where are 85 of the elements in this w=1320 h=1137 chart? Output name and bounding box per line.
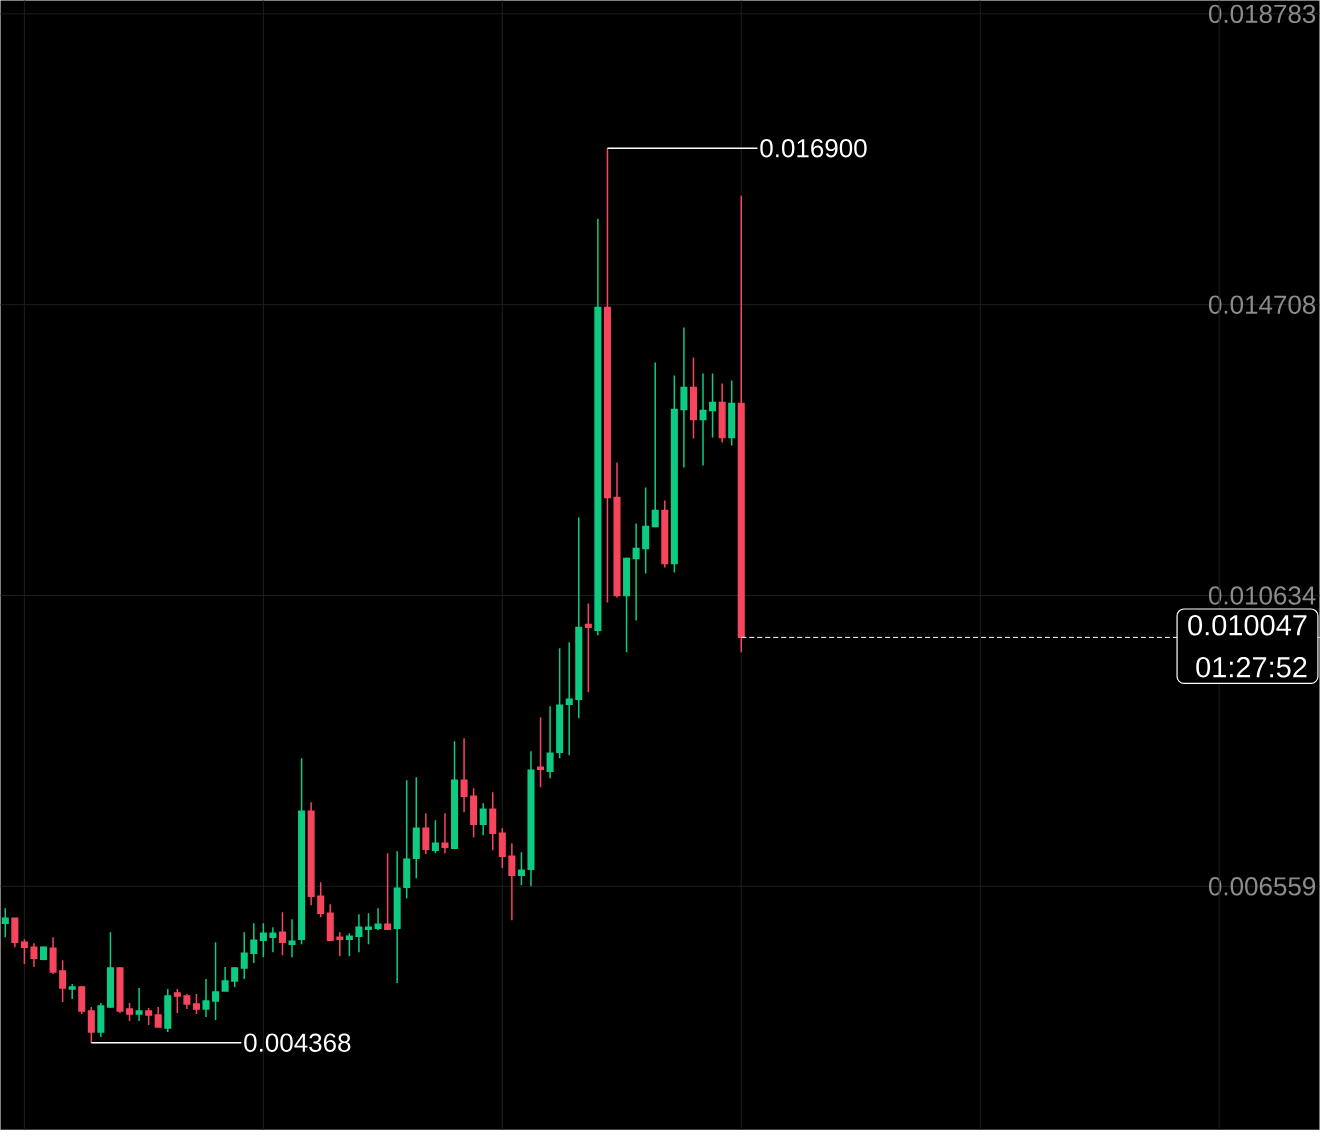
candlestick — [164, 988, 172, 1034]
candlestick — [336, 931, 344, 958]
candlestick — [489, 791, 497, 852]
candlestick — [556, 647, 564, 760]
annotation: 0.016900 — [760, 139, 867, 158]
y-tick-label: 0.018783 — [1208, 4, 1316, 24]
candlestick — [231, 966, 239, 989]
candlestick — [441, 812, 449, 855]
candlestick — [709, 373, 717, 439]
candlestick — [498, 827, 506, 870]
candlestick — [250, 922, 258, 965]
candlestick — [307, 801, 315, 907]
candlestick — [565, 641, 573, 757]
candlestick — [154, 1006, 162, 1029]
candlestick — [450, 740, 459, 851]
ref-line-label: 0.010047 — [1188, 615, 1307, 636]
candlestick — [680, 327, 688, 469]
candlestick — [422, 812, 430, 856]
candlestick — [728, 380, 736, 447]
candlestick — [393, 850, 401, 985]
candlestick — [30, 942, 38, 969]
candlestick — [278, 911, 286, 957]
candlestick — [575, 516, 583, 720]
candlestick — [126, 1002, 134, 1023]
candlestick — [192, 993, 200, 1016]
y-tick-label: 0.010634 — [1208, 586, 1316, 605]
annotation: 01:27:52 — [1196, 657, 1307, 678]
candlestick — [508, 842, 516, 922]
candlestick — [106, 931, 114, 1010]
candlestick — [40, 945, 48, 962]
candlestick — [412, 776, 420, 880]
y-tick-label: 0.006559 — [1208, 877, 1316, 896]
candlestick — [269, 926, 277, 954]
candlestick — [1, 907, 9, 939]
candlestick — [212, 941, 220, 1022]
candlestick — [317, 881, 325, 919]
candlestick — [384, 852, 392, 931]
candlestick — [240, 931, 248, 981]
candlestick — [97, 1002, 105, 1039]
candlestick — [68, 983, 76, 1001]
candlestick — [59, 959, 67, 1004]
candlestick — [613, 462, 621, 599]
candlestick — [345, 932, 353, 958]
candlestick — [718, 383, 726, 444]
candlestick — [355, 913, 363, 954]
candlestick — [546, 705, 554, 780]
candlestick — [651, 362, 659, 529]
candlestick — [49, 936, 57, 976]
candlestick — [288, 918, 296, 959]
candlestick — [594, 218, 602, 637]
annotation: 0.004368 — [244, 1033, 351, 1053]
candlestick — [670, 375, 678, 574]
candlestick — [584, 602, 592, 694]
candlestick — [470, 787, 478, 839]
candlestick — [11, 917, 19, 949]
candlestick — [116, 966, 124, 1015]
candlestick — [632, 522, 640, 622]
candlestick — [479, 802, 487, 837]
candlestick — [699, 373, 707, 467]
candlestick — [259, 922, 267, 959]
candlestick — [173, 988, 181, 1015]
candlestick — [403, 779, 411, 900]
candlestick — [221, 966, 229, 993]
candlestick — [623, 556, 631, 654]
candlestick — [78, 985, 86, 1016]
candlestick — [374, 907, 382, 932]
candlestick — [517, 851, 525, 887]
candlestick — [642, 486, 650, 575]
candlestick — [603, 147, 611, 604]
candlestick — [87, 1006, 95, 1044]
candlestick — [537, 716, 545, 789]
candlestick — [183, 993, 191, 1011]
candlestick — [135, 987, 143, 1023]
candlestick — [202, 978, 210, 1019]
candlestick — [298, 757, 306, 946]
y-tick-label: 0.014708 — [1208, 295, 1316, 315]
candlestick — [20, 938, 28, 966]
candlestick — [527, 750, 535, 888]
candlestick — [661, 499, 669, 569]
candlestick — [460, 737, 468, 814]
candlestick — [364, 912, 373, 946]
candlestick — [689, 357, 697, 440]
candlestick — [326, 903, 334, 942]
candlestick — [145, 1007, 153, 1027]
candlestick — [431, 819, 439, 855]
